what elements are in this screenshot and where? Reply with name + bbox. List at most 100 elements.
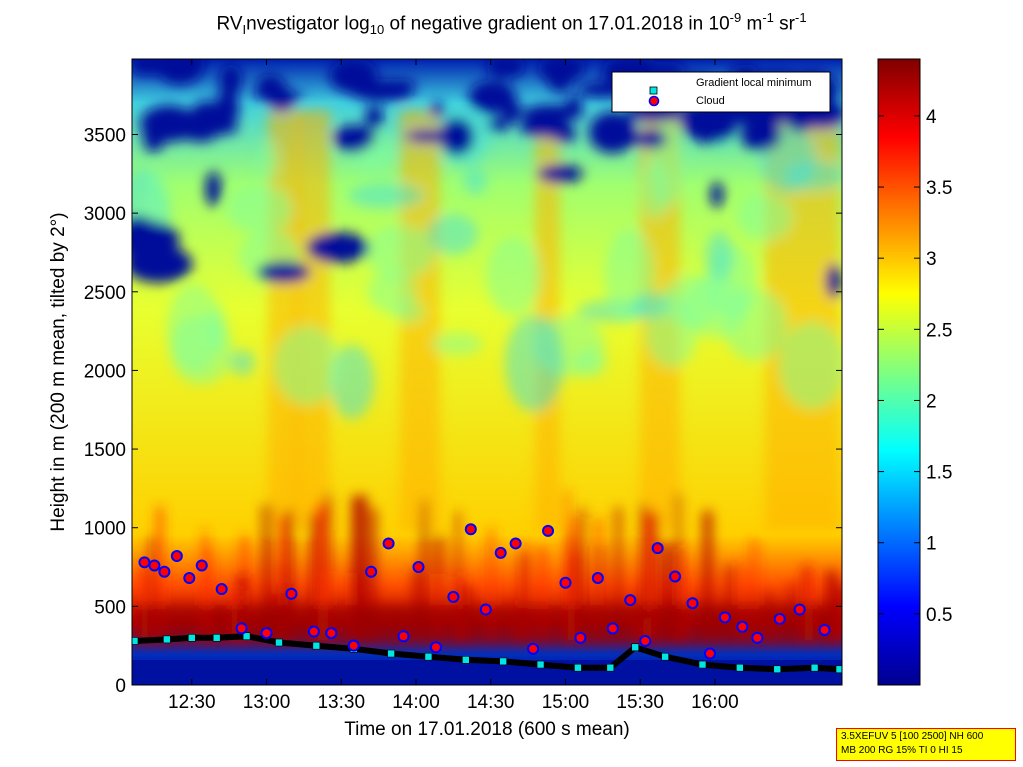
cloud-marker bbox=[429, 641, 442, 654]
info-box: 3.5XEFUV 5 [100 2500] NH 600 MB 200 RG 1… bbox=[836, 728, 1016, 761]
heatmap-patch bbox=[365, 225, 435, 279]
heatmap-spike bbox=[564, 490, 569, 640]
heatmap-spike bbox=[421, 500, 427, 640]
x-tick-label: 12:30 bbox=[168, 692, 216, 713]
y-tick-label: 1000 bbox=[84, 519, 126, 540]
colorbar-tick-label: 1.5 bbox=[926, 463, 952, 484]
heatmap-spike bbox=[412, 568, 419, 640]
heatmap-blue-blob bbox=[741, 118, 782, 151]
heatmap-patch bbox=[273, 325, 341, 406]
heatmap-spike bbox=[675, 493, 681, 640]
cloud-marker bbox=[365, 565, 378, 578]
cloud-marker bbox=[479, 603, 492, 616]
heatmap-spike bbox=[739, 562, 744, 640]
heatmap-spike bbox=[646, 511, 654, 640]
cloud-marker bbox=[542, 524, 555, 537]
cloud-marker bbox=[651, 542, 664, 555]
cloud-marker bbox=[527, 642, 540, 655]
heatmap-blue-blob bbox=[205, 171, 222, 207]
colorbar-tick-label: 3.5 bbox=[926, 178, 952, 199]
colorbar-gradient bbox=[877, 58, 921, 686]
cloud-marker bbox=[260, 627, 273, 640]
cloud-marker bbox=[215, 583, 228, 596]
heatmap-blue-blob bbox=[404, 129, 454, 143]
cloud-marker bbox=[818, 623, 831, 636]
cloud-marker bbox=[773, 612, 786, 625]
colorbar-tick-label: 2.5 bbox=[926, 320, 952, 341]
heatmap-spike bbox=[703, 511, 713, 640]
gradient-minimum-marker bbox=[574, 663, 582, 672]
heatmap-blue-blob bbox=[555, 124, 576, 143]
heatmap-patch bbox=[259, 140, 278, 180]
gradient-minimum-marker bbox=[275, 638, 283, 647]
heatmap-spike bbox=[576, 552, 580, 640]
heatmap-spike bbox=[285, 510, 293, 640]
heatmap-spike bbox=[279, 516, 286, 640]
plot-frame bbox=[131, 58, 843, 686]
cloud-marker bbox=[195, 559, 208, 572]
heatmap-blue-blob bbox=[700, 103, 737, 142]
heatmap-spike bbox=[663, 543, 672, 640]
heatmap-spike bbox=[203, 555, 211, 640]
cloud-marker bbox=[606, 622, 619, 635]
heatmap-patch bbox=[504, 314, 564, 413]
heatmap-blue-blob bbox=[219, 64, 243, 97]
y-tick-label: 2000 bbox=[84, 361, 126, 382]
y-axis: 0 500 1000 1500 2000 2500 3000 3500 bbox=[84, 125, 842, 697]
heatmap-spike bbox=[726, 565, 733, 640]
heatmap-blue-blob bbox=[132, 245, 193, 283]
colorbar-tick-label: 3 bbox=[926, 249, 937, 270]
cloud-marker bbox=[148, 559, 161, 572]
heatmap-spike bbox=[315, 503, 325, 640]
colorbar-ticks: 0.5 1 1.5 2 2.5 3 3.5 4 bbox=[878, 107, 952, 626]
legend-entry-gradient-minimum: Gradient local minimum bbox=[696, 77, 812, 89]
heatmap-spike bbox=[580, 508, 585, 640]
colorbar: 0.5 1 1.5 2 2.5 3 3.5 4 bbox=[877, 58, 952, 686]
heatmap-blue-blob bbox=[638, 129, 667, 149]
cloud-marker bbox=[751, 631, 764, 644]
legend: Gradient local minimum Cloud bbox=[611, 71, 831, 113]
x-tick-label: 13:30 bbox=[317, 692, 365, 713]
gradient-minimum-marker bbox=[661, 652, 669, 661]
y-axis-label: Height in m (200 m mean, tilted by 2°) bbox=[48, 212, 69, 531]
heatmap-patch bbox=[783, 160, 842, 191]
heatmap-spike bbox=[539, 546, 546, 640]
gradient-minimum-marker bbox=[499, 657, 507, 666]
heatmap-spike bbox=[358, 495, 367, 640]
heatmap-spike bbox=[809, 568, 814, 640]
heatmap-blue-blob bbox=[501, 97, 522, 124]
heatmap-spike bbox=[572, 517, 578, 640]
x-tick-label: 14:30 bbox=[467, 692, 515, 713]
x-tick-label: 14:00 bbox=[392, 692, 440, 713]
heatmap-spike bbox=[751, 539, 757, 640]
gradient-minimum-marker bbox=[736, 663, 744, 672]
heatmap-blue-blob bbox=[486, 119, 510, 132]
heatmap-patch bbox=[682, 275, 748, 338]
gradient-minimum-marker bbox=[810, 663, 819, 672]
cloud-marker bbox=[307, 625, 320, 638]
heatmap-spike bbox=[598, 545, 602, 640]
heatmap-patch bbox=[170, 314, 233, 385]
gradient-minimum-marker bbox=[132, 637, 139, 645]
heatmap-patch bbox=[736, 193, 792, 241]
info-line-1: 3.5XEFUV 5 [100 2500] NH 600 bbox=[841, 731, 984, 742]
cloud-marker bbox=[447, 590, 460, 603]
heatmap-blue-blob bbox=[154, 59, 206, 85]
y-tick-label: 3500 bbox=[84, 125, 126, 146]
heatmap-warm-band bbox=[295, 110, 330, 530]
cloud-marker bbox=[285, 587, 298, 600]
gradient-minimum-marker bbox=[242, 632, 251, 641]
heatmap-spike bbox=[149, 536, 154, 640]
gradient-minimum-marker bbox=[773, 665, 782, 674]
heatmap-spike bbox=[310, 514, 318, 640]
legend-box bbox=[611, 71, 831, 113]
x-tick-label: 13:00 bbox=[243, 692, 291, 713]
cloud-marker bbox=[793, 603, 806, 616]
cloud-marker bbox=[703, 647, 716, 660]
heatmap-spike bbox=[650, 512, 659, 640]
cloud-marker bbox=[509, 537, 522, 550]
heatmap-spike bbox=[615, 507, 621, 640]
y-tick-label: 2500 bbox=[84, 283, 126, 304]
heatmap-spike bbox=[488, 529, 494, 640]
